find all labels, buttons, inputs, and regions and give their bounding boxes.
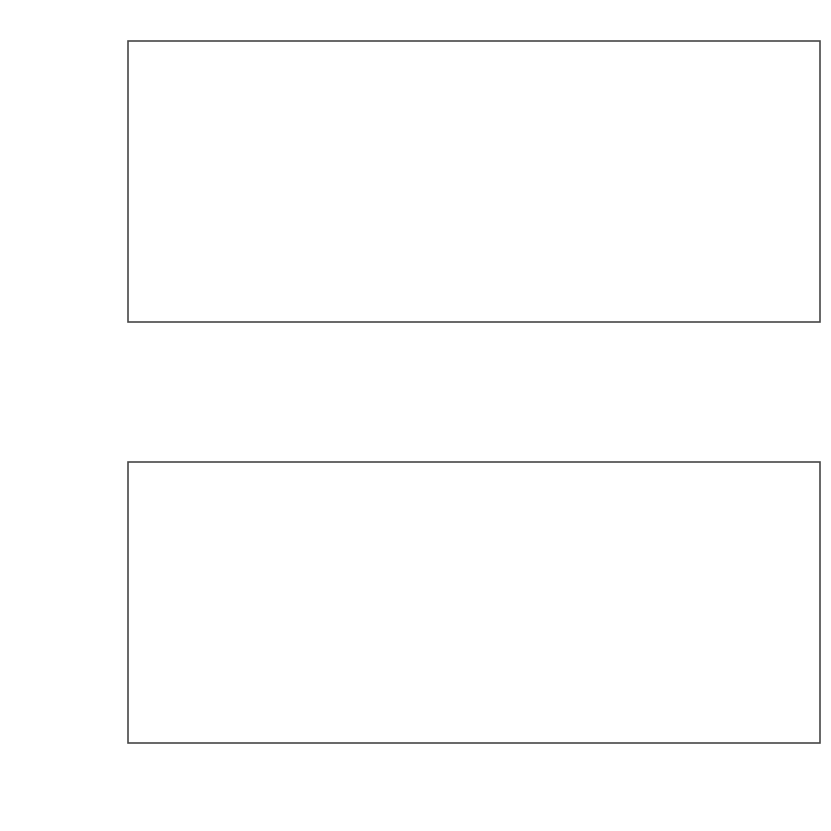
panel-even-sites <box>127 40 821 323</box>
panel-odd-sites <box>127 461 821 744</box>
axes-frame-even <box>127 40 821 323</box>
axes-frame-odd <box>127 461 821 744</box>
